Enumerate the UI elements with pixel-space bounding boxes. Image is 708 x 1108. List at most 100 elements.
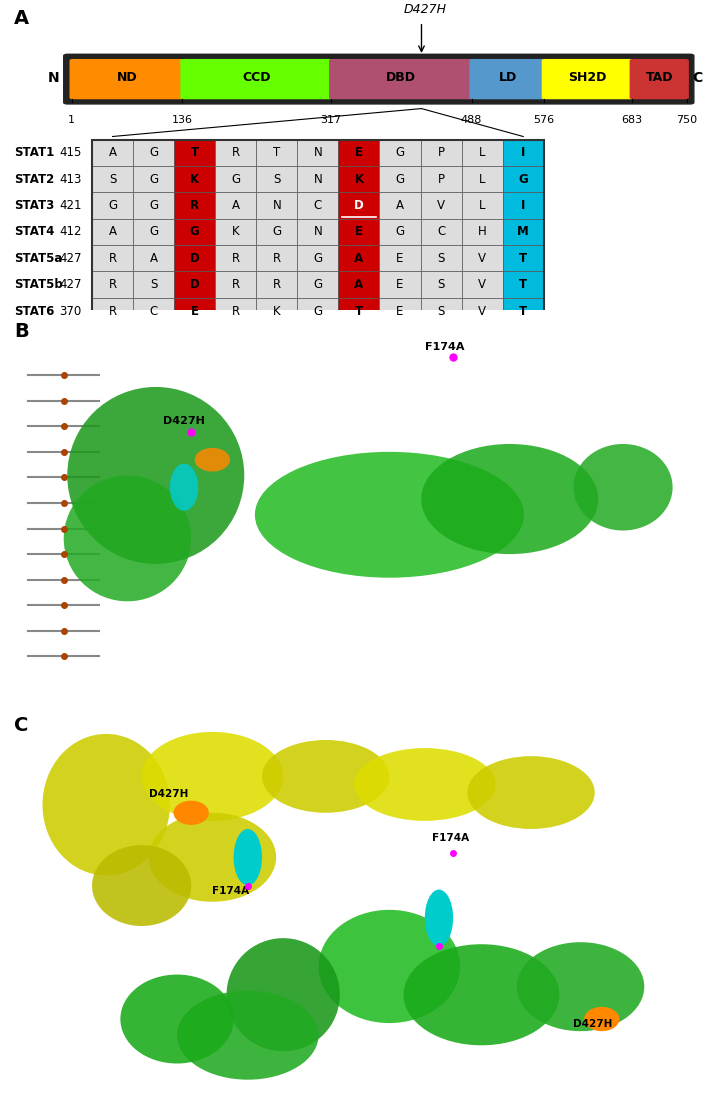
Text: STAT6: STAT6 bbox=[14, 305, 55, 318]
Bar bbox=[297, 166, 338, 193]
Text: L: L bbox=[479, 146, 486, 160]
Text: R: R bbox=[273, 278, 281, 291]
Text: T: T bbox=[519, 305, 527, 318]
FancyBboxPatch shape bbox=[181, 59, 333, 100]
Text: S: S bbox=[438, 278, 445, 291]
Ellipse shape bbox=[255, 452, 524, 577]
Text: E: E bbox=[355, 225, 363, 238]
Bar bbox=[462, 298, 503, 325]
Text: R: R bbox=[190, 199, 199, 212]
Ellipse shape bbox=[177, 991, 319, 1079]
FancyBboxPatch shape bbox=[629, 59, 689, 100]
Bar bbox=[379, 218, 421, 245]
Bar bbox=[503, 245, 544, 271]
Text: A: A bbox=[108, 146, 117, 160]
Bar bbox=[421, 193, 462, 218]
Bar bbox=[215, 193, 256, 218]
Bar bbox=[338, 271, 379, 298]
Ellipse shape bbox=[195, 448, 230, 472]
Bar bbox=[92, 271, 133, 298]
FancyBboxPatch shape bbox=[542, 59, 634, 100]
Ellipse shape bbox=[517, 942, 644, 1032]
Text: R: R bbox=[108, 305, 117, 318]
Bar bbox=[174, 245, 215, 271]
Ellipse shape bbox=[42, 733, 170, 875]
Text: N: N bbox=[314, 146, 322, 160]
Text: 412: 412 bbox=[59, 225, 81, 238]
Text: R: R bbox=[108, 278, 117, 291]
Ellipse shape bbox=[404, 944, 559, 1045]
Bar bbox=[256, 271, 297, 298]
Text: C: C bbox=[692, 71, 702, 84]
Bar bbox=[379, 298, 421, 325]
Text: 1: 1 bbox=[68, 115, 75, 125]
Bar bbox=[338, 218, 379, 245]
Text: G: G bbox=[149, 225, 158, 238]
Text: R: R bbox=[273, 252, 281, 265]
Text: G: G bbox=[396, 173, 404, 186]
Bar bbox=[338, 193, 379, 218]
Text: G: G bbox=[518, 173, 528, 186]
Text: STAT1: STAT1 bbox=[14, 146, 55, 160]
Ellipse shape bbox=[421, 444, 598, 554]
Text: V: V bbox=[478, 278, 486, 291]
Text: R: R bbox=[232, 146, 240, 160]
Bar bbox=[421, 298, 462, 325]
Text: C: C bbox=[314, 199, 322, 212]
Ellipse shape bbox=[67, 387, 244, 564]
Text: E: E bbox=[396, 305, 404, 318]
Text: D427H: D427H bbox=[573, 1019, 613, 1029]
Text: R: R bbox=[232, 278, 240, 291]
Bar bbox=[297, 245, 338, 271]
Text: V: V bbox=[478, 252, 486, 265]
Bar bbox=[256, 218, 297, 245]
Text: 413: 413 bbox=[59, 173, 81, 186]
Text: G: G bbox=[149, 199, 158, 212]
Text: STAT4: STAT4 bbox=[14, 225, 55, 238]
Text: V: V bbox=[437, 199, 445, 212]
Text: T: T bbox=[355, 305, 363, 318]
Text: 683: 683 bbox=[621, 115, 642, 125]
Bar bbox=[462, 166, 503, 193]
Bar bbox=[462, 271, 503, 298]
Text: G: G bbox=[396, 146, 404, 160]
Text: A: A bbox=[14, 9, 29, 29]
FancyBboxPatch shape bbox=[69, 59, 185, 100]
Ellipse shape bbox=[142, 732, 283, 821]
Bar bbox=[462, 245, 503, 271]
Text: DBD: DBD bbox=[387, 71, 416, 84]
Text: N: N bbox=[314, 173, 322, 186]
Text: F174A: F174A bbox=[212, 885, 249, 895]
Bar bbox=[462, 193, 503, 218]
Text: P: P bbox=[438, 146, 445, 160]
Text: H: H bbox=[478, 225, 486, 238]
Text: ND: ND bbox=[117, 71, 137, 84]
Text: F174A: F174A bbox=[432, 833, 469, 843]
Bar bbox=[503, 140, 544, 166]
Text: STAT5a: STAT5a bbox=[14, 252, 62, 265]
Text: R: R bbox=[108, 252, 117, 265]
Text: 576: 576 bbox=[533, 115, 554, 125]
Ellipse shape bbox=[92, 845, 191, 926]
Text: D: D bbox=[190, 278, 200, 291]
Text: I: I bbox=[521, 146, 525, 160]
Text: G: G bbox=[190, 225, 200, 238]
Ellipse shape bbox=[64, 475, 191, 602]
Text: S: S bbox=[438, 252, 445, 265]
Bar bbox=[379, 140, 421, 166]
Ellipse shape bbox=[319, 910, 460, 1023]
Text: R: R bbox=[232, 305, 240, 318]
Bar bbox=[379, 193, 421, 218]
Bar bbox=[174, 140, 215, 166]
Text: K: K bbox=[273, 305, 280, 318]
Text: G: G bbox=[273, 225, 281, 238]
Text: N: N bbox=[273, 199, 281, 212]
Text: E: E bbox=[190, 305, 199, 318]
Bar bbox=[256, 166, 297, 193]
Text: G: G bbox=[149, 146, 158, 160]
FancyBboxPatch shape bbox=[64, 54, 694, 104]
Bar bbox=[92, 166, 133, 193]
FancyBboxPatch shape bbox=[329, 59, 474, 100]
Text: K: K bbox=[232, 225, 239, 238]
Bar bbox=[297, 218, 338, 245]
